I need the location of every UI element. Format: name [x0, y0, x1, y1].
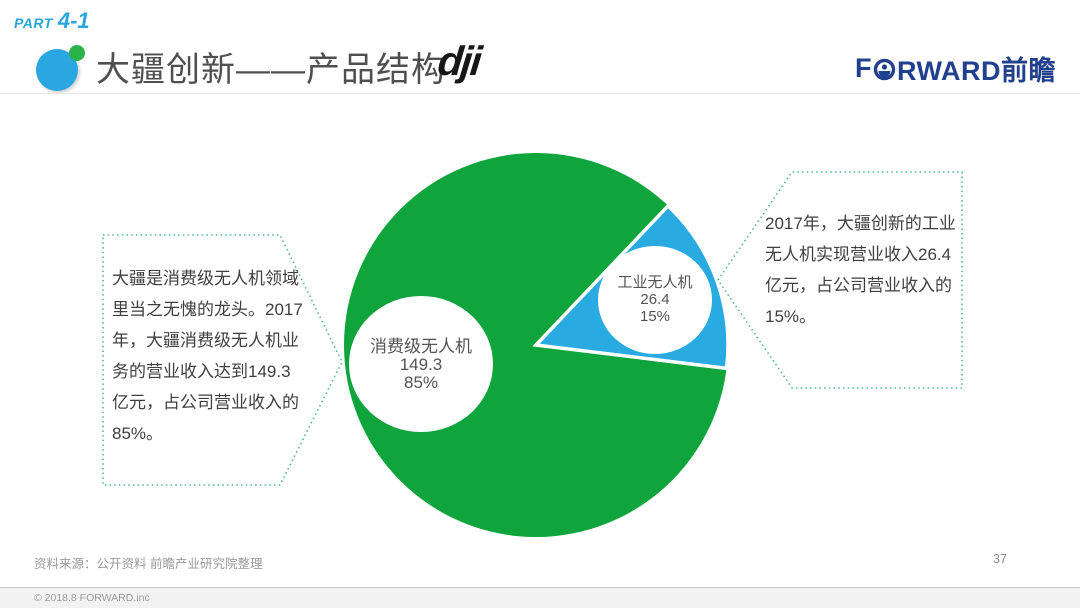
left-callout-line: 亿元，占公司营业收入的: [112, 393, 299, 412]
left-callout: 大疆是消费级无人机领域 里当之无愧的龙头。2017 年，大疆消费级无人机业 务的…: [112, 263, 312, 449]
left-callout-line: 大疆是消费级无人机领域: [112, 269, 299, 288]
industrial-value: 26.4: [640, 291, 670, 308]
source-note: 资料来源：公开资料 前瞻产业研究院整理: [34, 557, 263, 571]
header-divider: [0, 93, 1080, 94]
forward-logo-text-f: F: [854, 53, 872, 83]
consumer-value: 149.3: [399, 355, 443, 374]
bullet-circle-icon: [36, 45, 85, 91]
industrial-percent: 15%: [639, 308, 671, 325]
right-callout-line: 15%。: [765, 307, 817, 326]
industrial-slice-label: 工业无人机 26.4 15%: [575, 274, 735, 325]
part-tag: PART 4-1: [14, 8, 90, 34]
right-callout-line: 亿元，占公司营业收入的: [765, 276, 952, 295]
part-word: PART: [14, 15, 53, 31]
consumer-percent: 85%: [403, 373, 439, 392]
page-number: 37: [993, 552, 1007, 566]
copyright: © 2018.8 FORWARD.inc: [34, 592, 150, 604]
page-title: 大疆创新——产品结构: [96, 51, 446, 89]
right-callout-line: 2017年，大疆创新的工业: [765, 214, 956, 233]
right-callout: 2017年，大疆创新的工业 无人机实现营业收入26.4 亿元，占公司营业收入的 …: [765, 208, 965, 332]
right-callout-line: 无人机实现营业收入26.4: [765, 245, 952, 264]
left-callout-line: 里当之无愧的龙头。2017: [112, 300, 303, 319]
right-callout-border: [717, 171, 963, 389]
forward-logo: F RWARD前瞻: [855, 49, 1056, 88]
industrial-label: 工业无人机: [617, 274, 693, 291]
consumer-label-bubble: [349, 296, 493, 432]
part-number: 4-1: [57, 8, 90, 33]
forward-logo-o-icon: [873, 58, 896, 81]
consumer-slice-label: 消费级无人机 149.3 85%: [331, 338, 511, 392]
left-callout-line: 年，大疆消费级无人机业: [112, 331, 299, 350]
green-dot-icon: [69, 45, 85, 61]
industrial-label-bubble: [598, 246, 712, 354]
left-callout-line: 85%。: [112, 424, 164, 443]
footer-bar: [0, 587, 1080, 608]
consumer-label: 消费级无人机: [370, 337, 472, 356]
forward-logo-text-rest: RWARD前瞻: [896, 56, 1056, 86]
left-callout-line: 务的营业收入达到149.3: [112, 362, 291, 381]
